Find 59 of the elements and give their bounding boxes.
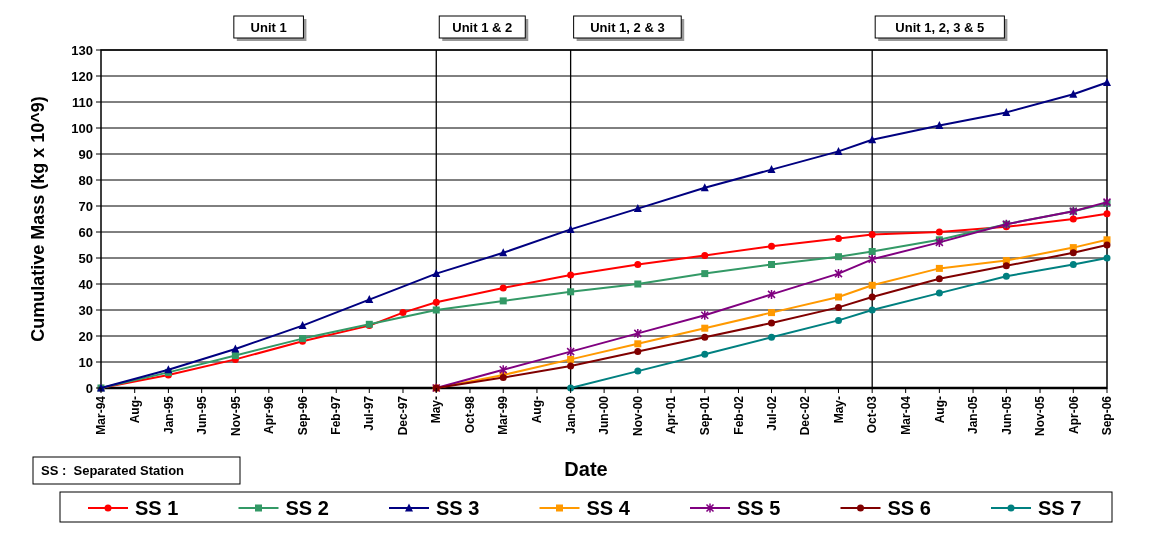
x-tick-label: Oct-03: [865, 395, 880, 434]
x-tick-label: Apr-01: [664, 395, 679, 435]
x-tick-label: Apr-96: [262, 395, 277, 435]
text: Unit 1: [250, 20, 287, 35]
y-tick-label: 130: [71, 42, 93, 58]
x-tick-label: Nov-00: [631, 395, 646, 437]
y-tick-label: 50: [78, 250, 93, 266]
x-axis-title: Date: [564, 458, 608, 480]
x-tick-label: Aug-: [127, 396, 142, 424]
y-tick-label: 110: [72, 94, 93, 110]
x-tick-label: Mar-04: [898, 395, 913, 435]
x-tick-label: Dec-97: [396, 395, 411, 436]
y-tick-label: 120: [71, 68, 93, 84]
legend-label: SS 4: [586, 497, 631, 520]
y-tick-label: 70: [78, 198, 93, 214]
x-tick-label: Aug-: [530, 396, 545, 424]
x-tick-label: Jun-00: [597, 395, 612, 435]
x-tick-label: Dec-02: [798, 395, 813, 436]
legend-label: SS 5: [737, 497, 781, 520]
x-tick-label: Nov-05: [1033, 395, 1048, 437]
y-axis-title: Cumulative Mass (kg x 10^9): [28, 96, 48, 342]
x-tick-label: Sep-06: [1100, 395, 1115, 436]
x-tick-label: Sep-96: [295, 395, 310, 436]
ref-line-label: Unit 1, 2 & 3: [590, 20, 665, 35]
x-tick-label: Jul-02: [764, 395, 779, 431]
y-tick-label: 30: [78, 302, 93, 318]
y-tick-label: 100: [71, 120, 93, 136]
x-tick-label: Feb-97: [329, 395, 344, 435]
x-tick-label: Jan-00: [563, 395, 578, 435]
x-tick-label: Mar-94: [94, 395, 109, 435]
y-tick-label: 90: [78, 146, 93, 162]
x-tick-label: Jun-05: [999, 395, 1014, 435]
x-tick-label: May-: [831, 396, 846, 424]
text: SS : Separated Station: [41, 463, 185, 478]
x-tick-label: Jun-95: [194, 395, 209, 435]
x-tick-label: Mar-99: [496, 395, 511, 435]
x-tick-label: Jan-05: [966, 395, 981, 435]
legend-label: SS 7: [1038, 497, 1082, 520]
ref-line-label: Unit 1, 2, 3 & 5: [895, 20, 985, 35]
ref-line-label: Unit 1 & 2: [452, 20, 513, 35]
y-tick-label: 60: [78, 224, 93, 240]
legend-label: SS 6: [887, 497, 931, 520]
x-tick-label: Feb-02: [731, 395, 746, 435]
x-tick-label: Oct-98: [463, 395, 478, 434]
y-tick-label: 20: [78, 328, 93, 344]
y-tick-label: 80: [78, 172, 93, 188]
y-tick-label: 0: [85, 380, 93, 396]
x-tick-label: Aug-: [932, 396, 947, 424]
legend-label: SS 2: [285, 497, 329, 520]
x-tick-label: Jul-97: [362, 395, 377, 431]
x-tick-label: Sep-01: [697, 395, 712, 436]
y-tick-label: 40: [78, 276, 93, 292]
y-tick-label: 10: [78, 354, 93, 370]
x-tick-label: Apr-06: [1066, 395, 1081, 435]
legend-label: SS 1: [135, 497, 179, 520]
legend-label: SS 3: [436, 497, 480, 520]
x-tick-label: Jan-95: [161, 395, 176, 435]
x-tick-label: Nov-95: [228, 395, 243, 437]
x-tick-label: May-: [429, 396, 444, 424]
